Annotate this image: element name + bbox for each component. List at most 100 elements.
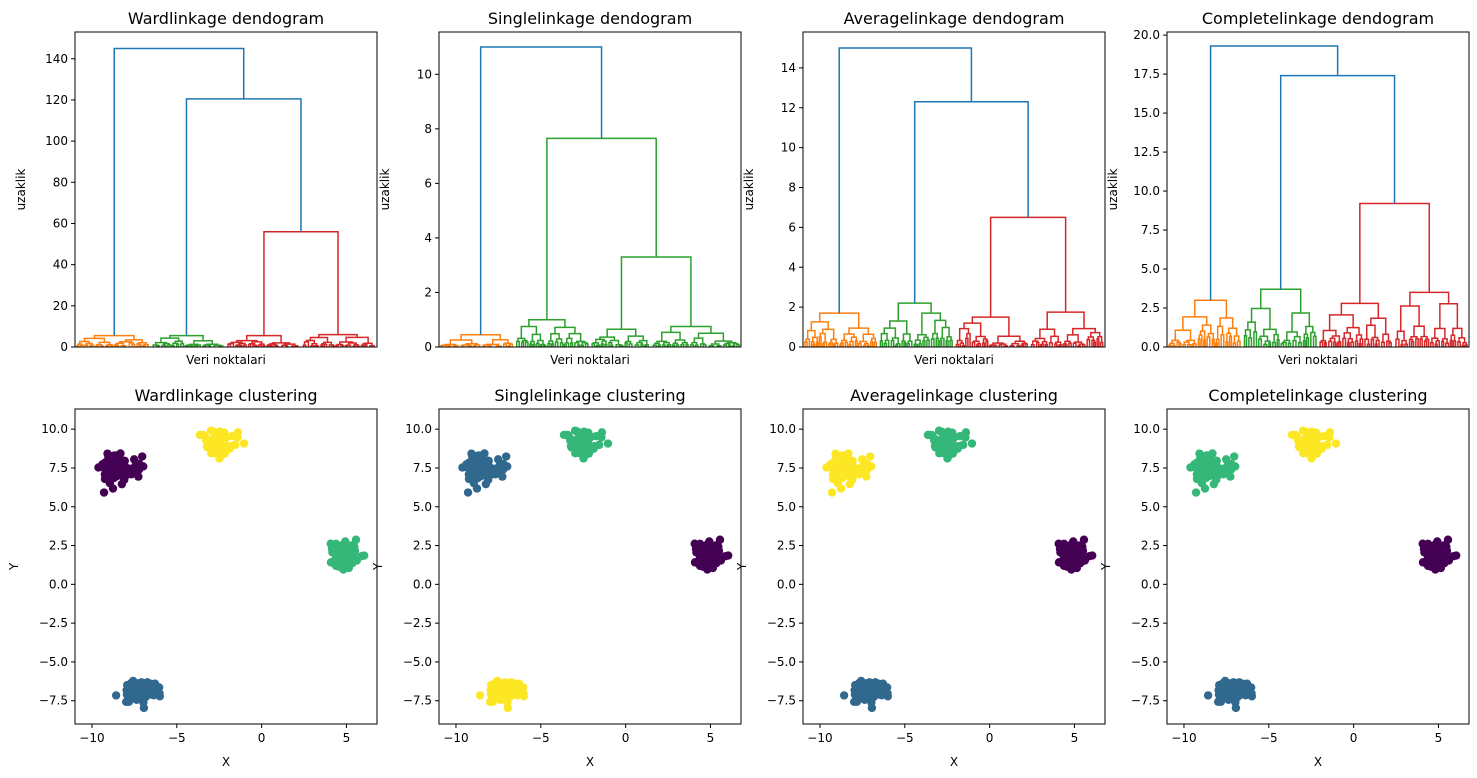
dendrogram-link xyxy=(906,343,911,347)
dendrogram-link xyxy=(310,345,314,347)
dendrogram-link xyxy=(1068,342,1072,347)
dendrogram-link xyxy=(726,342,737,344)
dendrogram-link xyxy=(1263,343,1268,347)
dendrogram-link xyxy=(257,344,262,347)
scatter-point xyxy=(1228,684,1237,694)
dendrogram-link xyxy=(1182,344,1187,347)
dendrogram-link xyxy=(1419,338,1423,347)
scatter-point xyxy=(565,433,574,443)
scatter-point xyxy=(498,472,507,481)
y-tick-label: 20.0 xyxy=(1133,28,1160,42)
scatter-point xyxy=(695,539,705,548)
scatter-point xyxy=(1211,456,1220,465)
scatter-point xyxy=(1244,686,1253,696)
dendrogram-link xyxy=(810,321,829,331)
scatter-panel: −7.5 −5.0 −2.5 0.0 2.5 5.0 7.5 10.0 −10 −5 0 5 Avera… xyxy=(735,386,1106,769)
dendrogram-link xyxy=(666,344,670,347)
scatter-point xyxy=(1208,449,1217,458)
scatter-point xyxy=(1214,690,1224,699)
dendrogram-link xyxy=(524,341,529,347)
dendrogram-link xyxy=(548,340,554,344)
y-axis-label: uzaklik xyxy=(378,169,392,211)
scatter-point xyxy=(880,686,889,696)
dendrogram-link xyxy=(999,343,1007,346)
dendrogram-link xyxy=(972,340,980,344)
y-axis-label: Y xyxy=(1099,562,1113,571)
y-tick-label: 0 xyxy=(788,340,796,354)
scatter-point xyxy=(1442,547,1452,556)
dendrogram-link xyxy=(1409,291,1450,306)
scatter-point xyxy=(850,690,860,699)
scatter-point xyxy=(463,488,473,497)
dendrogram-link xyxy=(559,342,564,347)
dendrogram-link xyxy=(1090,331,1101,338)
scatter-point xyxy=(475,691,485,700)
dendrogram-link xyxy=(917,334,927,341)
dendrogram-links xyxy=(804,47,1104,347)
dendrogram-link xyxy=(883,342,888,347)
dendrogram-link xyxy=(339,341,354,345)
dendrogram-link xyxy=(691,341,698,346)
dendrogram-link xyxy=(1350,341,1355,347)
y-tick-label: 100 xyxy=(45,134,68,148)
dendrogram-link xyxy=(1413,325,1425,337)
dendrogram-link xyxy=(85,342,93,346)
y-tick-label: 60 xyxy=(53,216,68,230)
dendrogram-link xyxy=(1243,335,1248,347)
scatter-point xyxy=(137,452,147,461)
dendrogram-link xyxy=(599,336,616,341)
dendrogram-link xyxy=(1174,329,1192,341)
scatter-point xyxy=(136,684,145,694)
panel-title: Singlelinkage dendogram xyxy=(488,9,692,28)
y-tick-label: 7.5 xyxy=(1141,461,1160,475)
scatter-point xyxy=(489,464,499,473)
scatter-point xyxy=(341,537,350,546)
dendrogram-link xyxy=(248,342,256,346)
dendrogram-link xyxy=(1232,342,1237,347)
scatter-point xyxy=(137,678,146,687)
dendrogram-merge-link xyxy=(263,230,339,336)
axes-frame xyxy=(802,31,1106,348)
dendrogram-link xyxy=(1211,338,1215,347)
x-axis-label: X xyxy=(222,755,230,769)
scatter-point xyxy=(486,690,496,699)
dendrogram-panel: 0.0 2.5 5.0 7.5 10.0 12.5 15.0 17.5 20.0 Complete… xyxy=(1106,9,1470,367)
y-tick-label: 5.0 xyxy=(1141,500,1160,514)
scatter-point xyxy=(1226,472,1235,481)
x-tick-label: −10 xyxy=(443,731,468,745)
scatter-points xyxy=(458,426,733,713)
dendrogram-link xyxy=(1415,338,1419,347)
dendrogram-link xyxy=(976,342,982,347)
dendrogram-link xyxy=(251,341,263,345)
dendrogram-link xyxy=(848,327,870,335)
y-tick-label: 2 xyxy=(788,300,796,314)
dendrogram-link xyxy=(1220,333,1225,347)
scatter-point xyxy=(1072,559,1081,569)
scatter-point xyxy=(1426,547,1435,556)
scatter-point xyxy=(111,691,121,700)
scatter-point xyxy=(708,559,717,569)
dendrogram-links xyxy=(1168,45,1468,347)
dendrogram-link xyxy=(850,336,858,342)
y-tick-label: 2.5 xyxy=(49,539,68,553)
y-tick-label: 0.0 xyxy=(777,577,796,591)
y-tick-label: −7.5 xyxy=(767,694,796,708)
scatter-point xyxy=(1062,547,1071,556)
dendrogram-link xyxy=(1386,340,1391,347)
scatter-point xyxy=(715,535,725,544)
dendrogram-link xyxy=(1329,337,1336,343)
dendrogram-link xyxy=(555,338,563,343)
scatter-point xyxy=(1229,452,1239,461)
dendrogram-link xyxy=(1236,340,1241,347)
dendrogram-link xyxy=(1323,341,1327,347)
dendrogram-link xyxy=(1375,339,1380,347)
dendrogram-link xyxy=(606,328,637,338)
dendrogram-link xyxy=(870,337,877,343)
dendrogram-link xyxy=(1263,328,1277,337)
dendrogram-link xyxy=(1087,336,1095,341)
dendrogram-link xyxy=(1276,338,1280,347)
scatter-point xyxy=(501,678,510,687)
axes-frame xyxy=(1166,31,1470,348)
scatter-point xyxy=(703,565,712,574)
dendrogram-link xyxy=(76,345,80,347)
